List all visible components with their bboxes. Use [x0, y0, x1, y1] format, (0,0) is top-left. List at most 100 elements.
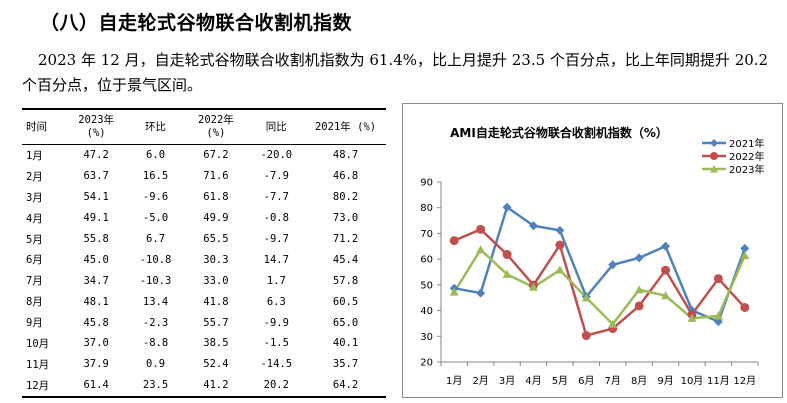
table-row: 3月 54.1 -9.6 61.8 -7.7 80.2: [22, 187, 386, 208]
legend-label: 2022年: [729, 152, 765, 163]
data-point: [608, 319, 618, 328]
table-cell: 47.2: [83, 149, 109, 162]
table-cell: 30.3: [203, 253, 229, 266]
column-header: 2023年 (%): [65, 108, 127, 145]
data-point: [555, 240, 565, 250]
table-cell: 45.8: [83, 316, 109, 329]
data-point: [740, 302, 750, 312]
table-row: 7月 34.7 -10.3 33.0 1.7 57.8: [22, 270, 386, 291]
table-row: 5月 55.8 6.7 65.5 -9.7 71.2: [22, 229, 386, 250]
x-tick-label: 6月: [578, 375, 594, 387]
table-cell: 37.0: [83, 337, 109, 350]
table-cell: 16.5: [142, 170, 169, 183]
y-tick-label: 80: [420, 203, 433, 214]
legend-item: 2023年: [701, 162, 765, 176]
data-point: [740, 243, 750, 253]
data-point: [476, 288, 486, 298]
table-cell: 57.8: [332, 274, 359, 287]
x-tick-label: 8月: [631, 375, 647, 387]
legend-label: 2023年: [729, 165, 765, 176]
data-point: [634, 253, 644, 263]
series-line-2: [453, 247, 746, 327]
table-cell: 14.7: [263, 253, 289, 266]
data-point: [502, 269, 512, 278]
x-tick-label: 2月: [472, 375, 488, 387]
data-point: [661, 241, 671, 251]
series-line-1: [453, 227, 746, 338]
data-point: [634, 301, 644, 311]
data-point: [713, 311, 723, 320]
data-point: [555, 225, 565, 235]
table-cell: 1.7: [266, 274, 286, 287]
legend-swatch-icon: [702, 151, 726, 160]
data-point: [502, 250, 512, 260]
table-cell: 20.2: [247, 374, 306, 398]
data-point: [608, 260, 618, 270]
table-cell: 23.5: [126, 374, 185, 398]
table-cell: 61.4: [65, 374, 127, 398]
legend-label: 2021年: [729, 139, 765, 150]
paragraph-text: 2023 年 12 月，自走轮式谷物联合收割机指数为 61.4%，比上月提升 2…: [22, 51, 769, 94]
y-tick-label: 50: [420, 280, 433, 291]
data-point: [661, 265, 671, 275]
table-cell: 60.5: [332, 295, 359, 308]
table-row: 2月 63.7 16.5 71.6 -7.9 46.8: [22, 166, 386, 187]
table-cell: -9.6: [142, 191, 169, 204]
table-row: 6月 45.0 -10.8 30.3 14.7 45.4: [22, 249, 386, 270]
legend-item: 2021年: [701, 136, 765, 150]
table-cell: 54.1: [83, 191, 109, 204]
table-cell: 40.1: [332, 337, 359, 350]
table-cell: 37.9: [83, 358, 109, 371]
table-cell: 3月: [26, 191, 43, 204]
table-cell: 46.8: [332, 170, 359, 183]
series-line-0: [453, 205, 746, 324]
chart-legend: 2021年 2022年 2023年: [701, 136, 765, 176]
table-cell: 12月: [22, 374, 66, 398]
column-header-label: 同比: [265, 120, 287, 133]
chart-title: AMI自走轮式谷物联合收割机指数（%）: [450, 126, 668, 140]
table-row: 12月 61.4 23.5 41.2 20.2 64.2: [22, 374, 386, 398]
table-cell: 41.2: [184, 374, 248, 398]
table-cell: 73.0: [332, 212, 359, 225]
x-tick-label: 11月: [707, 375, 730, 387]
column-header: 2021年 (%): [305, 108, 386, 145]
table-cell: 71.2: [332, 233, 359, 245]
table-header-row: 时间 2023年 (%) 环比 2022年 (%) 同比 2021年 (%): [22, 108, 386, 145]
table-cell: 64.2: [305, 374, 386, 398]
column-header-label: 环比: [145, 120, 167, 133]
x-tick-label: 9月: [657, 375, 673, 387]
data-point: [740, 251, 750, 260]
table-cell: 52.4: [203, 358, 229, 371]
table-cell: 41.8: [203, 295, 229, 308]
x-tick-label: 5月: [552, 375, 568, 387]
table-cell: -9.7: [263, 233, 289, 245]
table-cell: 6月: [26, 254, 43, 267]
table-cell: -9.9: [263, 316, 289, 329]
x-tick-label: 10月: [681, 375, 704, 387]
data-point: [581, 331, 591, 341]
table-cell: 45.0: [83, 253, 109, 266]
table-cell: 55.7: [203, 316, 229, 329]
table-cell: 0.9: [146, 358, 166, 371]
data-point: [476, 224, 486, 234]
table-cell: 8月: [26, 296, 43, 309]
y-tick-label: 90: [420, 178, 433, 189]
table-cell: 7月: [26, 275, 43, 288]
data-point: [581, 293, 591, 302]
section-paragraph: 2023 年 12 月，自走轮式谷物联合收割机指数为 61.4%，比上月提升 2…: [22, 48, 774, 98]
data-point: [661, 291, 671, 300]
table-cell: -10.3: [139, 274, 172, 287]
column-header: 2022年 (%): [184, 108, 248, 145]
x-tick-label: 3月: [499, 375, 515, 387]
table-cell: 33.0: [203, 274, 229, 287]
column-header-label: 2023年: [78, 114, 115, 126]
table-cell: 2月: [26, 170, 43, 183]
table-row: 1月 47.2 6.0 67.2 -20.0 48.7: [22, 145, 386, 166]
data-point: [476, 245, 486, 254]
table-row: 10月 37.0 -8.8 38.5 -1.5 40.1: [22, 333, 386, 354]
table-cell: 35.7: [332, 358, 359, 371]
column-header-label: 时间: [26, 120, 47, 133]
table-cell: -1.5: [263, 337, 289, 350]
table-cell: -10.8: [139, 253, 172, 266]
data-point: [502, 202, 512, 212]
